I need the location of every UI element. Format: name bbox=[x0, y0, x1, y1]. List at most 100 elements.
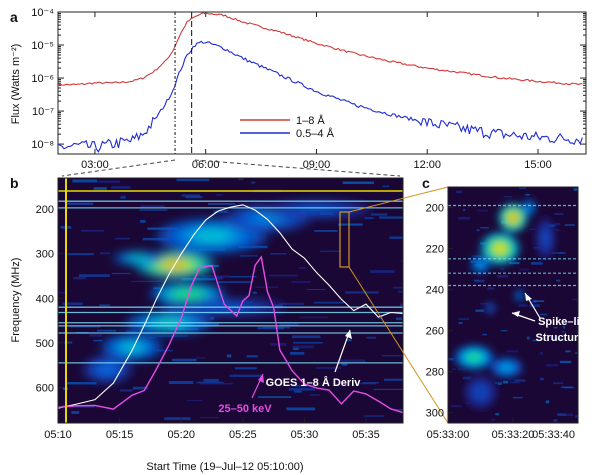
emission-blob bbox=[517, 293, 522, 298]
noise-streak bbox=[67, 253, 94, 256]
noise-streak bbox=[573, 188, 578, 191]
noise-streak bbox=[497, 382, 502, 385]
noise-streak bbox=[382, 185, 390, 187]
x-tick-label: 05:20 bbox=[167, 429, 195, 441]
noise-streak bbox=[120, 195, 126, 199]
noise-streak bbox=[286, 407, 316, 411]
noise-streak bbox=[572, 298, 577, 301]
goes-deriv-curve bbox=[58, 204, 403, 409]
noise-streak bbox=[577, 223, 578, 225]
noise-streak bbox=[381, 355, 403, 357]
y-tick-label: 280 bbox=[426, 367, 444, 379]
noise-streak bbox=[181, 277, 215, 281]
panel-b-rfi-lines bbox=[58, 200, 403, 364]
noise-streak bbox=[132, 386, 148, 390]
noise-streak bbox=[115, 237, 131, 240]
x-tick-label: 15:00 bbox=[524, 159, 552, 171]
noise-streak bbox=[448, 357, 454, 361]
noise-streak bbox=[229, 374, 263, 377]
noise-streak bbox=[558, 252, 566, 254]
emission-blob bbox=[474, 386, 487, 398]
noise-streak bbox=[172, 358, 197, 362]
noise-streak bbox=[292, 345, 314, 349]
noise-streak bbox=[452, 368, 456, 370]
noise-streak bbox=[364, 217, 374, 219]
panel-a-series bbox=[58, 12, 583, 153]
noise-streak bbox=[474, 279, 485, 283]
noise-streak bbox=[208, 203, 235, 205]
panel-a: a 03:00 06:00 09:00 12:00 15:00 10⁻⁸ 10⁻⁷ 10⁻⁶ 1… bbox=[10, 7, 587, 171]
noise-streak bbox=[338, 223, 363, 226]
noise-streak bbox=[562, 413, 574, 417]
noise-streak bbox=[514, 379, 526, 382]
noise-streak bbox=[502, 380, 509, 384]
x-tick-label: 12:00 bbox=[413, 159, 441, 171]
noise-streak bbox=[291, 281, 311, 283]
noise-streak bbox=[234, 367, 257, 370]
y-tick-label: 500 bbox=[36, 338, 54, 350]
emission-blob bbox=[493, 242, 507, 255]
emission-blob bbox=[174, 290, 200, 298]
y-tick-label: 10⁻⁵ bbox=[31, 40, 54, 52]
noise-streak bbox=[345, 339, 352, 342]
noise-streak bbox=[203, 378, 219, 382]
spike-label-line2: Structures bbox=[535, 332, 590, 344]
noise-streak bbox=[554, 222, 561, 226]
noise-streak bbox=[378, 216, 403, 219]
noise-streak bbox=[462, 376, 472, 380]
flux-line-blue bbox=[58, 40, 583, 153]
emission-blob bbox=[121, 342, 143, 352]
noise-streak bbox=[458, 322, 463, 324]
noise-streak bbox=[251, 181, 256, 184]
noise-streak bbox=[565, 350, 571, 353]
noise-streak bbox=[554, 213, 564, 215]
noise-streak bbox=[377, 316, 383, 320]
x-tick-label: 05:33:00 bbox=[427, 429, 470, 441]
noise-streak bbox=[299, 316, 329, 319]
noise-streak bbox=[140, 220, 146, 223]
noise-streak bbox=[530, 262, 543, 265]
y-tick-label: 200 bbox=[36, 204, 54, 216]
noise-streak bbox=[71, 411, 80, 414]
x-tick-label: 09:00 bbox=[303, 159, 331, 171]
noise-streak bbox=[482, 333, 487, 336]
noise-streak bbox=[258, 396, 292, 398]
noise-streak bbox=[392, 286, 403, 289]
spike-arrowhead-2 bbox=[512, 311, 520, 317]
y-tick-label: 300 bbox=[36, 249, 54, 261]
noise-streak bbox=[139, 209, 168, 211]
y-tick-label: 220 bbox=[426, 244, 444, 256]
panel-b-ylabel: Frequency (MHz) bbox=[10, 258, 22, 343]
noise-streak bbox=[559, 360, 572, 363]
noise-streak bbox=[540, 352, 543, 355]
noise-streak bbox=[341, 363, 348, 366]
y-tick-label: 300 bbox=[426, 408, 444, 420]
noise-streak bbox=[457, 368, 466, 371]
panel-b-label: b bbox=[10, 175, 19, 191]
noise-streak bbox=[487, 287, 494, 290]
y-tick-label: 400 bbox=[36, 293, 54, 305]
flux-line-red bbox=[58, 12, 583, 87]
noise-streak bbox=[140, 205, 165, 207]
noise-streak bbox=[279, 323, 299, 326]
noise-streak bbox=[553, 327, 558, 329]
goes-deriv-label: GOES 1–8 Å Deriv bbox=[266, 376, 362, 389]
noise-streak bbox=[299, 266, 306, 269]
emission-blob bbox=[488, 305, 492, 311]
zoom-connector-right bbox=[194, 159, 401, 177]
noise-streak bbox=[58, 292, 67, 294]
x-tick-label: 05:35 bbox=[352, 429, 380, 441]
noise-streak bbox=[495, 413, 500, 416]
panel-c-rfi-lines bbox=[448, 204, 578, 287]
emission-blob bbox=[129, 255, 147, 261]
noise-streak bbox=[551, 338, 561, 340]
noise-streak bbox=[539, 377, 545, 381]
noise-streak bbox=[111, 272, 131, 275]
emission-blob bbox=[297, 206, 336, 213]
hxr-curve bbox=[58, 255, 403, 414]
panel-b-xlabel: Start Time (19–Jul–12 05:10:00) bbox=[146, 461, 303, 473]
zoom-connector-top bbox=[348, 186, 449, 213]
noise-streak bbox=[557, 413, 567, 416]
